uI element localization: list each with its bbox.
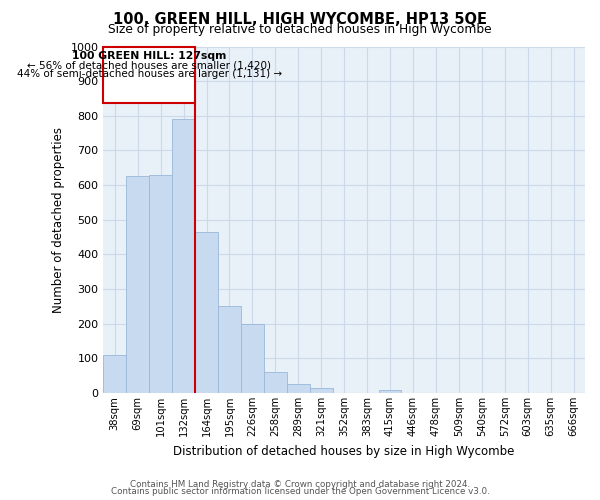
Bar — [379, 390, 401, 393]
Bar — [310, 388, 332, 393]
Bar — [103, 355, 126, 393]
Bar — [126, 176, 149, 393]
Y-axis label: Number of detached properties: Number of detached properties — [52, 127, 65, 313]
Bar — [218, 306, 241, 393]
Text: Contains public sector information licensed under the Open Government Licence v3: Contains public sector information licen… — [110, 487, 490, 496]
Bar — [172, 120, 195, 393]
Text: 100 GREEN HILL: 127sqm: 100 GREEN HILL: 127sqm — [72, 51, 226, 61]
FancyBboxPatch shape — [103, 46, 195, 102]
Text: 100, GREEN HILL, HIGH WYCOMBE, HP13 5QE: 100, GREEN HILL, HIGH WYCOMBE, HP13 5QE — [113, 12, 487, 26]
Bar — [149, 174, 172, 393]
Text: 44% of semi-detached houses are larger (1,131) →: 44% of semi-detached houses are larger (… — [17, 69, 282, 79]
Bar — [287, 384, 310, 393]
Text: Contains HM Land Registry data © Crown copyright and database right 2024.: Contains HM Land Registry data © Crown c… — [130, 480, 470, 489]
Bar — [264, 372, 287, 393]
Bar — [241, 324, 264, 393]
Text: ← 56% of detached houses are smaller (1,420): ← 56% of detached houses are smaller (1,… — [27, 60, 271, 70]
Text: Size of property relative to detached houses in High Wycombe: Size of property relative to detached ho… — [108, 23, 492, 36]
Bar — [195, 232, 218, 393]
X-axis label: Distribution of detached houses by size in High Wycombe: Distribution of detached houses by size … — [173, 444, 515, 458]
